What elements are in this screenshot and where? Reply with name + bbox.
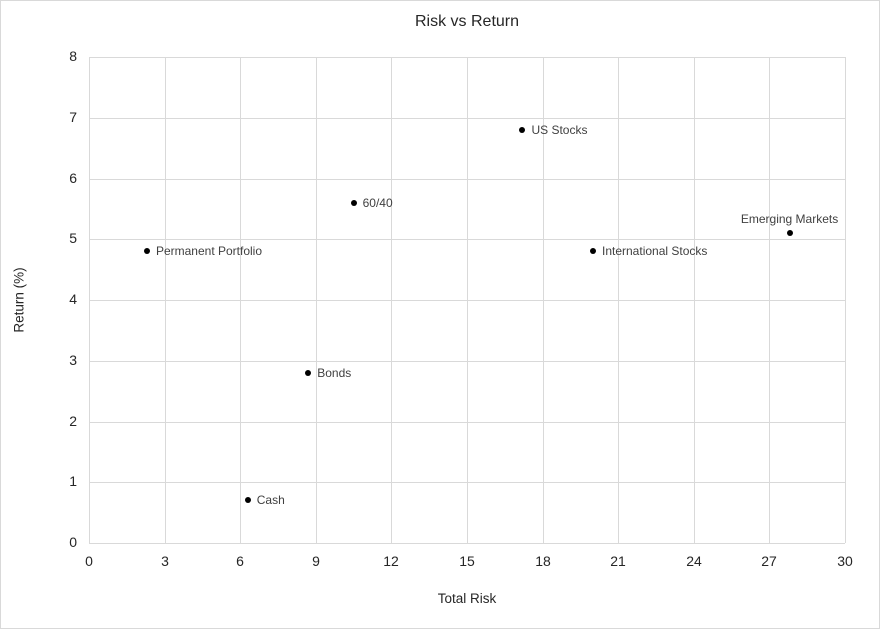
y-axis-title: Return (%) bbox=[11, 267, 27, 333]
data-point bbox=[244, 497, 251, 504]
data-point-label: International Stocks bbox=[602, 244, 708, 259]
y-tick-label: 5 bbox=[69, 230, 77, 246]
x-tick-label: 12 bbox=[383, 553, 399, 569]
y-gridline bbox=[89, 482, 845, 483]
y-gridline bbox=[89, 361, 845, 362]
x-tick-label: 27 bbox=[761, 553, 777, 569]
x-gridline bbox=[845, 57, 846, 543]
x-tick-label: 0 bbox=[85, 553, 93, 569]
x-tick-label: 3 bbox=[161, 553, 169, 569]
y-tick-label: 3 bbox=[69, 352, 77, 368]
data-point-label: 60/40 bbox=[362, 195, 393, 210]
x-axis-title: Total Risk bbox=[437, 591, 497, 606]
chart-title: Risk vs Return bbox=[414, 13, 520, 30]
data-point-label: Emerging Markets bbox=[740, 212, 839, 227]
y-tick-label: 2 bbox=[69, 413, 77, 429]
data-point bbox=[519, 126, 526, 133]
y-gridline bbox=[89, 239, 845, 240]
data-point-label: Cash bbox=[256, 493, 285, 508]
y-tick-label: 8 bbox=[69, 48, 77, 64]
y-tick-label: 1 bbox=[69, 473, 77, 489]
x-tick-label: 24 bbox=[686, 553, 702, 569]
y-gridline bbox=[89, 179, 845, 180]
data-point bbox=[786, 230, 793, 237]
y-tick-label: 0 bbox=[69, 534, 77, 550]
y-gridline bbox=[89, 57, 845, 58]
data-point-label: Bonds bbox=[317, 365, 352, 380]
x-tick-label: 6 bbox=[236, 553, 244, 569]
x-tick-label: 18 bbox=[535, 553, 551, 569]
x-tick-label: 30 bbox=[837, 553, 853, 569]
data-point bbox=[305, 369, 312, 376]
x-tick-label: 15 bbox=[459, 553, 475, 569]
y-tick-label: 7 bbox=[69, 109, 77, 125]
plot-area: Permanent Portfolio Cash Bonds 60/40 US Stoc… bbox=[89, 57, 846, 544]
x-tick-label: 9 bbox=[312, 553, 320, 569]
data-point bbox=[143, 248, 150, 255]
y-gridline bbox=[89, 300, 845, 301]
data-point-label: US Stocks bbox=[531, 122, 588, 137]
y-gridline bbox=[89, 422, 845, 423]
data-point bbox=[590, 248, 596, 255]
y-tick-label: 6 bbox=[69, 170, 77, 186]
x-tick-label: 21 bbox=[610, 553, 626, 569]
y-tick-label: 4 bbox=[69, 291, 77, 307]
data-point-label: Permanent Portfolio bbox=[155, 244, 263, 259]
y-gridline bbox=[89, 543, 845, 544]
data-point bbox=[350, 199, 357, 206]
y-gridline bbox=[89, 118, 845, 119]
